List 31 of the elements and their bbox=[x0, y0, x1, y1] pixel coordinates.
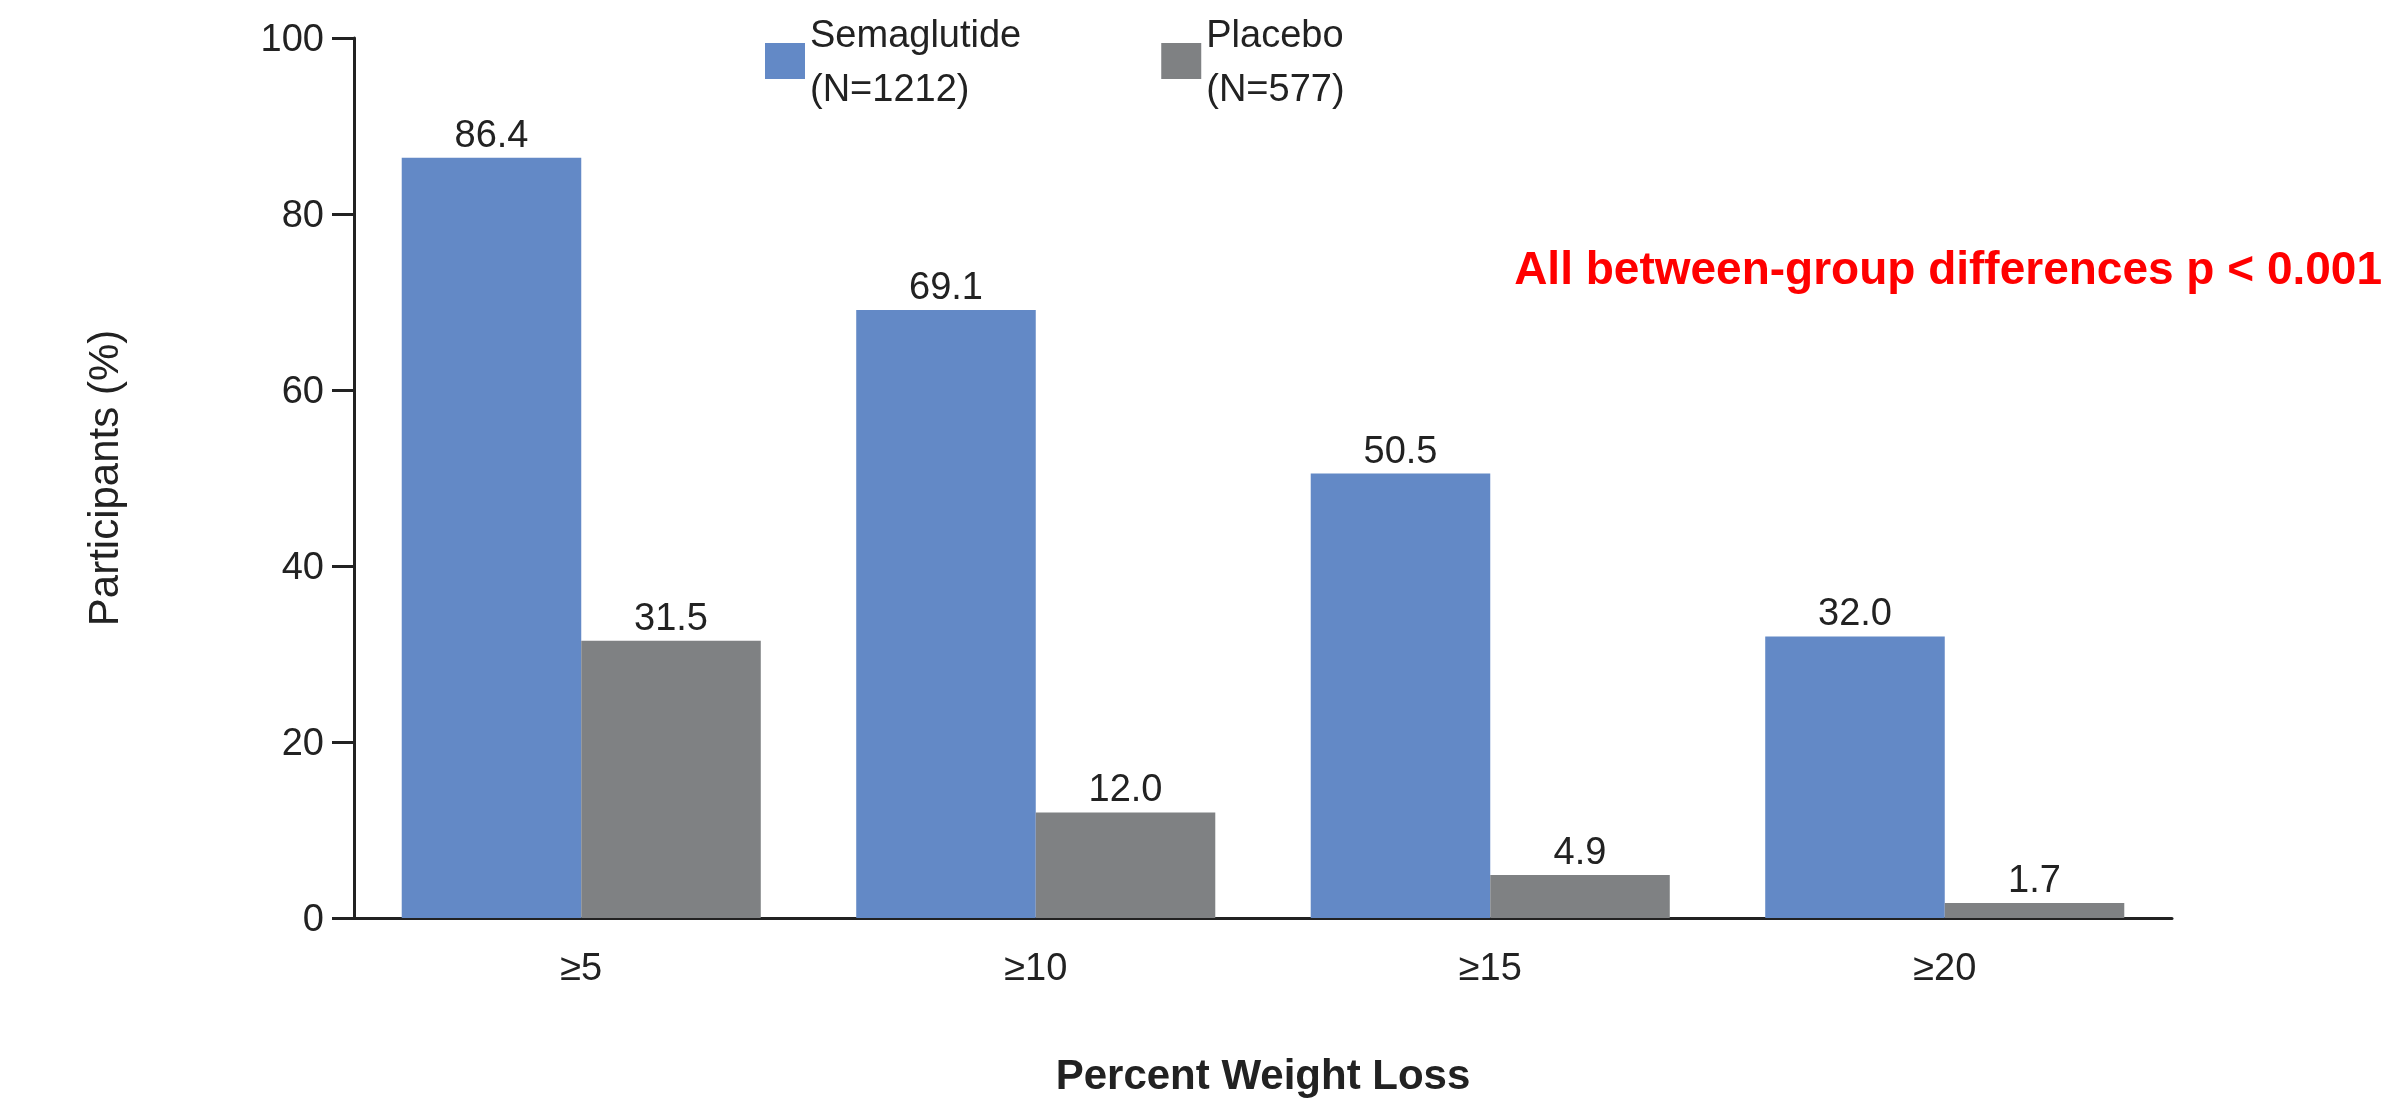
text: 1.7 bbox=[2008, 858, 2061, 901]
text: 32.0 bbox=[1818, 591, 1892, 634]
bar bbox=[1490, 874, 1670, 918]
y-tick-label: 20 bbox=[281, 721, 324, 763]
text: 12.0 bbox=[1088, 767, 1163, 810]
text: 31.5 bbox=[634, 595, 708, 638]
y-tick-label: 80 bbox=[281, 193, 324, 235]
bar bbox=[401, 157, 582, 918]
y-tick-label: 100 bbox=[260, 17, 324, 59]
y-tick-label: 40 bbox=[281, 545, 324, 587]
x-axis-title: Percent Weight Loss bbox=[1055, 1050, 1471, 1098]
bar bbox=[1310, 473, 1491, 918]
y-tick-label: 0 bbox=[302, 897, 324, 939]
bar bbox=[1765, 636, 1945, 918]
legend-label: Placebo (N=577) bbox=[1206, 13, 1345, 109]
x-tick-label: ≥10 bbox=[1004, 946, 1068, 988]
annotation: All between-group differences p < 0.001 bbox=[1514, 242, 2383, 294]
text: 86.4 bbox=[454, 112, 529, 155]
legend-label: Semaglutide (N=1212) bbox=[810, 13, 1022, 109]
text: 69.1 bbox=[909, 264, 983, 307]
y-tick-label: 60 bbox=[281, 369, 324, 411]
bar bbox=[1035, 812, 1216, 918]
text: 50.5 bbox=[1363, 428, 1438, 471]
x-tick-label: ≥20 bbox=[1913, 946, 1977, 988]
bar bbox=[581, 640, 761, 918]
x-tick-label: ≥5 bbox=[560, 946, 603, 988]
x-tick-label: ≥15 bbox=[1458, 946, 1522, 988]
text: 4.9 bbox=[1553, 829, 1607, 872]
y-axis-title: Participants (%) bbox=[79, 329, 127, 627]
bar bbox=[1944, 903, 2125, 918]
bar bbox=[856, 309, 1036, 918]
